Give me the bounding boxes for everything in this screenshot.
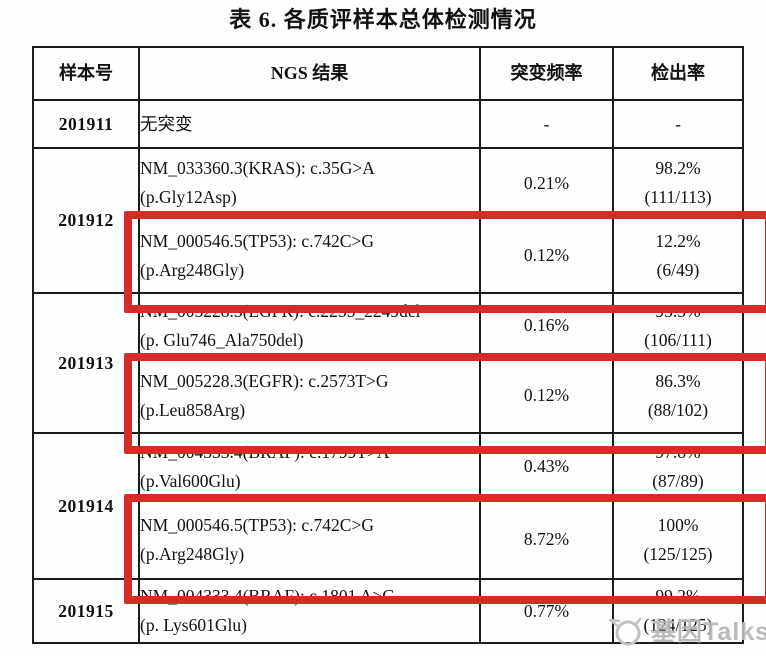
ngs-result-cell: NM_005228.3(EGFR): c.2235_2249del (p. Gl… [138,292,481,359]
ngs-result-line2: (p. Glu746_Ala750del) [140,329,304,350]
mutation-frequency-cell: 8.72% [479,499,614,580]
ngs-result-line1: NM_005228.3(EGFR): c.2235_2249del [140,300,421,321]
data-table: 样本号 NGS 结果 突变频率 检出率 201911 无突变 - - 20191… [32,46,744,644]
detection-rate-cell: 98.2% (111/113) [612,147,744,219]
table-row-201914-braf: 201914 NM_004333.4(BRAF): c.1799T>A (p.V… [32,432,744,580]
mutation-frequency-cell: - [479,99,614,149]
ngs-result-line2: (p.Leu858Arg) [140,399,246,420]
mutation-frequency-cell: 0.16% [479,292,614,359]
ngs-result-line2: (p.Val600Glu) [140,470,241,491]
rate-line1: 86.3% [655,370,701,391]
ngs-result-line1: NM_004333.4(BRAF): c.1799T>A [140,441,390,462]
ngs-result-cell: NM_000546.5(TP53): c.742C>G (p.Arg248Gly… [138,499,481,580]
rate-line1: 12.2% [655,230,701,251]
detection-rate-cell: 100% (125/125) [612,499,744,580]
header-cell-detection-rate: 检出率 [612,46,744,101]
ngs-result-cell: NM_000546.5(TP53): c.742C>G (p.Arg248Gly… [138,217,481,294]
ngs-result-line2: (p.Gly12Asp) [140,187,237,207]
ngs-result-line1: NM_000546.5(TP53): c.742C>G [140,230,374,251]
table-row-201915: 201915 NM_004333.4(BRAF): c.1801 A>G (p.… [32,578,744,644]
sample-cell: 201913 [32,292,140,434]
rate-line2: (88/102) [647,399,709,420]
header-cell-mutation-frequency: 突变频率 [479,46,614,101]
rate-line2: (125/125) [643,543,713,564]
ngs-result-cell: NM_004333.4(BRAF): c.1799T>A (p.Val600Gl… [138,432,481,501]
header-cell-ngs-result: NGS 结果 [138,46,481,101]
rate-line1: 100% [657,514,699,535]
ngs-result-line1: NM_000546.5(TP53): c.742C>G [140,514,374,535]
table-row-201912-tp53-highlighted: NM_000546.5(TP53): c.742C>G (p.Arg248Gly… [33,217,744,294]
detection-rate-cell: 97.8% (87/89) [612,432,744,501]
rate-line2: (106/111) [644,329,712,350]
ngs-result-line2: (p.Arg248Gly) [140,543,245,564]
ngs-result-line1: NM_004333.4(BRAF): c.1801 A>G [140,586,395,606]
ngs-result-cell: NM_004333.4(BRAF): c.1801 A>G (p. Lys601… [138,578,481,644]
page-title: 表 6. 各质评样本总体检测情况 [229,7,537,32]
mutation-frequency-cell: 0.12% [479,357,614,434]
mutation-frequency-cell: 0.12% [479,217,614,294]
table-row-201913-egfr-l858r-highlighted: NM_005228.3(EGFR): c.2573T>G (p.Leu858Ar… [33,357,744,434]
detection-rate-cell: 95.5% (106/111) [612,292,744,359]
mutation-frequency-cell: 0.77% [479,578,614,644]
mutation-frequency-cell: 0.43% [479,432,614,501]
sample-cell: 201915 [32,578,140,644]
ngs-result-line2: (p.Arg248Gly) [140,259,245,280]
ngs-result-cell: NM_005228.3(EGFR): c.2573T>G (p.Leu858Ar… [138,357,481,434]
detection-rate-cell: 86.3% (88/102) [612,357,744,434]
rate-line2: (124/125) [643,615,713,635]
rate-line1: 95.5% [655,300,701,321]
sample-cell: 201912 [32,147,140,294]
table-row-201913-egfr-del: 201913 NM_005228.3(EGFR): c.2235_2249del… [32,292,744,434]
header-row: 样本号 NGS 结果 突变频率 检出率 [32,46,744,101]
sample-cell: 201914 [32,432,140,580]
detection-rate-cell: 99.2% (124/125) [612,578,744,644]
ngs-result-line2: (p. Lys601Glu) [140,615,247,635]
rate-line1: 99.2% [655,586,701,606]
ngs-result-cell: 无突变 [138,99,481,149]
detection-rate-cell: - [612,99,744,149]
table-row-201914-tp53-highlighted: NM_000546.5(TP53): c.742C>G (p.Arg248Gly… [33,499,744,580]
mutation-frequency-cell: 0.21% [479,147,614,219]
rate-line1: 97.8% [655,441,701,462]
ngs-result-line1: NM_033360.3(KRAS): c.35G>A [140,158,375,178]
rate-line2: (6/49) [656,259,700,280]
ngs-result-line1: NM_005228.3(EGFR): c.2573T>G [140,370,389,391]
table-row-201912-kras: 201912 NM_033360.3(KRAS): c.35G>A (p.Gly… [32,147,744,294]
ngs-result-cell: NM_033360.3(KRAS): c.35G>A (p.Gly12Asp) [138,147,481,219]
rate-line2: (111/113) [644,187,712,207]
sample-cell: 201911 [32,99,140,149]
detection-rate-cell: 12.2% (6/49) [612,217,744,294]
rate-line2: (87/89) [652,470,704,491]
rate-line1: 98.2% [655,158,701,178]
table-row-201911: 201911 无突变 - - [32,99,744,149]
header-cell-sample: 样本号 [32,46,140,101]
ngs-result-line1: 无突变 [140,113,193,134]
